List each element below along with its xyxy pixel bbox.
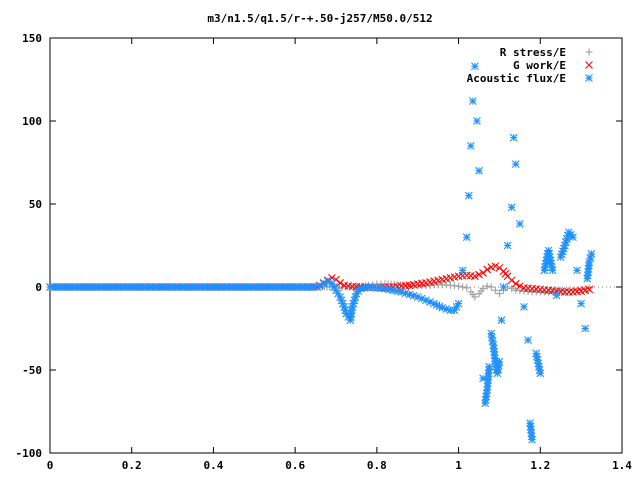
legend-marker [585,61,593,69]
x-tick-label: 1.4 [612,459,632,472]
data-point [495,290,503,298]
data-point [520,303,528,311]
data-point [497,316,506,325]
data-point-interp [459,283,467,291]
data-point [509,133,518,142]
data-point [495,357,504,366]
data-point [587,249,596,258]
x-tick-label: 0.8 [367,459,387,472]
y-tick-label: -100 [16,447,43,460]
data-point [515,282,524,291]
data-point [336,278,344,287]
data-point [464,191,473,200]
data-point [491,262,500,271]
y-tick-label: 100 [22,115,42,128]
data-point [528,435,537,444]
chart-title: m3/n1.5/q1.5/r-+.50-j257/M50.0/512 [207,12,432,25]
data-point [471,293,479,301]
x-tick-label: 0 [47,459,54,472]
series-baseline-zero [46,283,338,291]
data-point [468,97,477,105]
data-point [475,166,483,175]
data-point [511,279,520,288]
legend-label: G work/E [513,59,566,72]
data-point [463,284,471,292]
data-point [511,160,520,169]
x-tick-label: 1 [455,459,462,472]
data-point [548,266,557,275]
data-point [499,283,508,291]
data-point [455,282,463,290]
data-point [585,284,593,292]
x-tick-label: 0.2 [122,459,142,472]
data-point [485,362,494,371]
data-point [466,142,475,150]
legend-label: Acoustic flux/E [467,72,566,85]
data-point [573,266,581,275]
data-point [479,285,487,293]
data-point [454,299,463,308]
data-point [552,291,561,300]
x-tick-label: 1.2 [530,459,550,472]
legend-label: R stress/E [500,46,566,59]
legend-marker [585,74,593,82]
legend-marker [585,48,593,56]
data-point-interp [426,298,434,306]
y-tick-label: 150 [22,32,42,45]
y-tick-label: -50 [22,364,42,377]
data-point [503,241,512,250]
data-point [462,233,471,242]
data-point [508,285,516,293]
data-point [471,62,479,71]
data-point [585,285,594,294]
data-point [581,324,590,333]
data-point [536,369,545,378]
data-point [515,220,524,228]
plot-frame [49,37,623,454]
data-point [507,203,516,212]
x-tick-label: 0.4 [203,459,223,472]
series-2 [315,62,596,444]
data-point [487,283,495,291]
data-point [471,272,479,281]
data-point-interp [475,270,483,279]
data-point [483,265,492,274]
data-point [458,266,467,275]
data-point [473,117,481,125]
y-tick-label: 50 [29,198,42,211]
data-point [577,299,586,308]
data-point [569,233,577,242]
x-tick-label: 0.6 [285,459,305,472]
data-point [483,282,491,290]
data-point [491,286,499,294]
y-tick-label: 0 [35,281,42,294]
data-point [524,336,532,345]
data-point-interp [494,361,503,370]
